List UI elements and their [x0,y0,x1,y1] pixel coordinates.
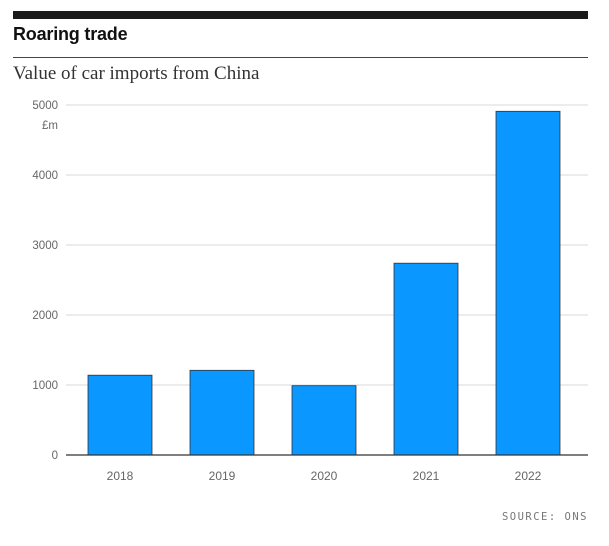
bar-2019 [189,369,255,456]
y-tick-label: 2000 [32,310,58,322]
x-tick-labels: 2018 2019 2020 2021 2022 [107,469,542,483]
y-tick-label: 3000 [32,240,58,252]
x-tick-label: 2022 [515,469,542,483]
bar-2020 [291,385,357,456]
title-divider [13,57,588,58]
y-axis-unit-label: £m [42,120,58,132]
bars [87,110,561,456]
y-tick-label: 0 [52,450,58,462]
x-tick-label: 2018 [107,469,134,483]
x-tick-label: 2019 [209,469,236,483]
chart-subtitle: Value of car imports from China [13,63,260,84]
y-tick-labels: 0 1000 2000 3000 4000 5000 [32,100,58,462]
x-tick-label: 2021 [413,469,440,483]
chart-title: Roaring trade [13,24,128,44]
source-note: SOURCE: ONS [501,511,588,523]
y-tick-label: 5000 [32,100,58,112]
bar-2022 [495,110,561,456]
x-tick-label: 2020 [311,469,338,483]
top-bar [13,11,588,19]
bar-2018 [87,374,153,456]
y-tick-label: 4000 [32,170,58,182]
bar-2021 [393,262,459,456]
y-tick-label: 1000 [32,380,58,392]
